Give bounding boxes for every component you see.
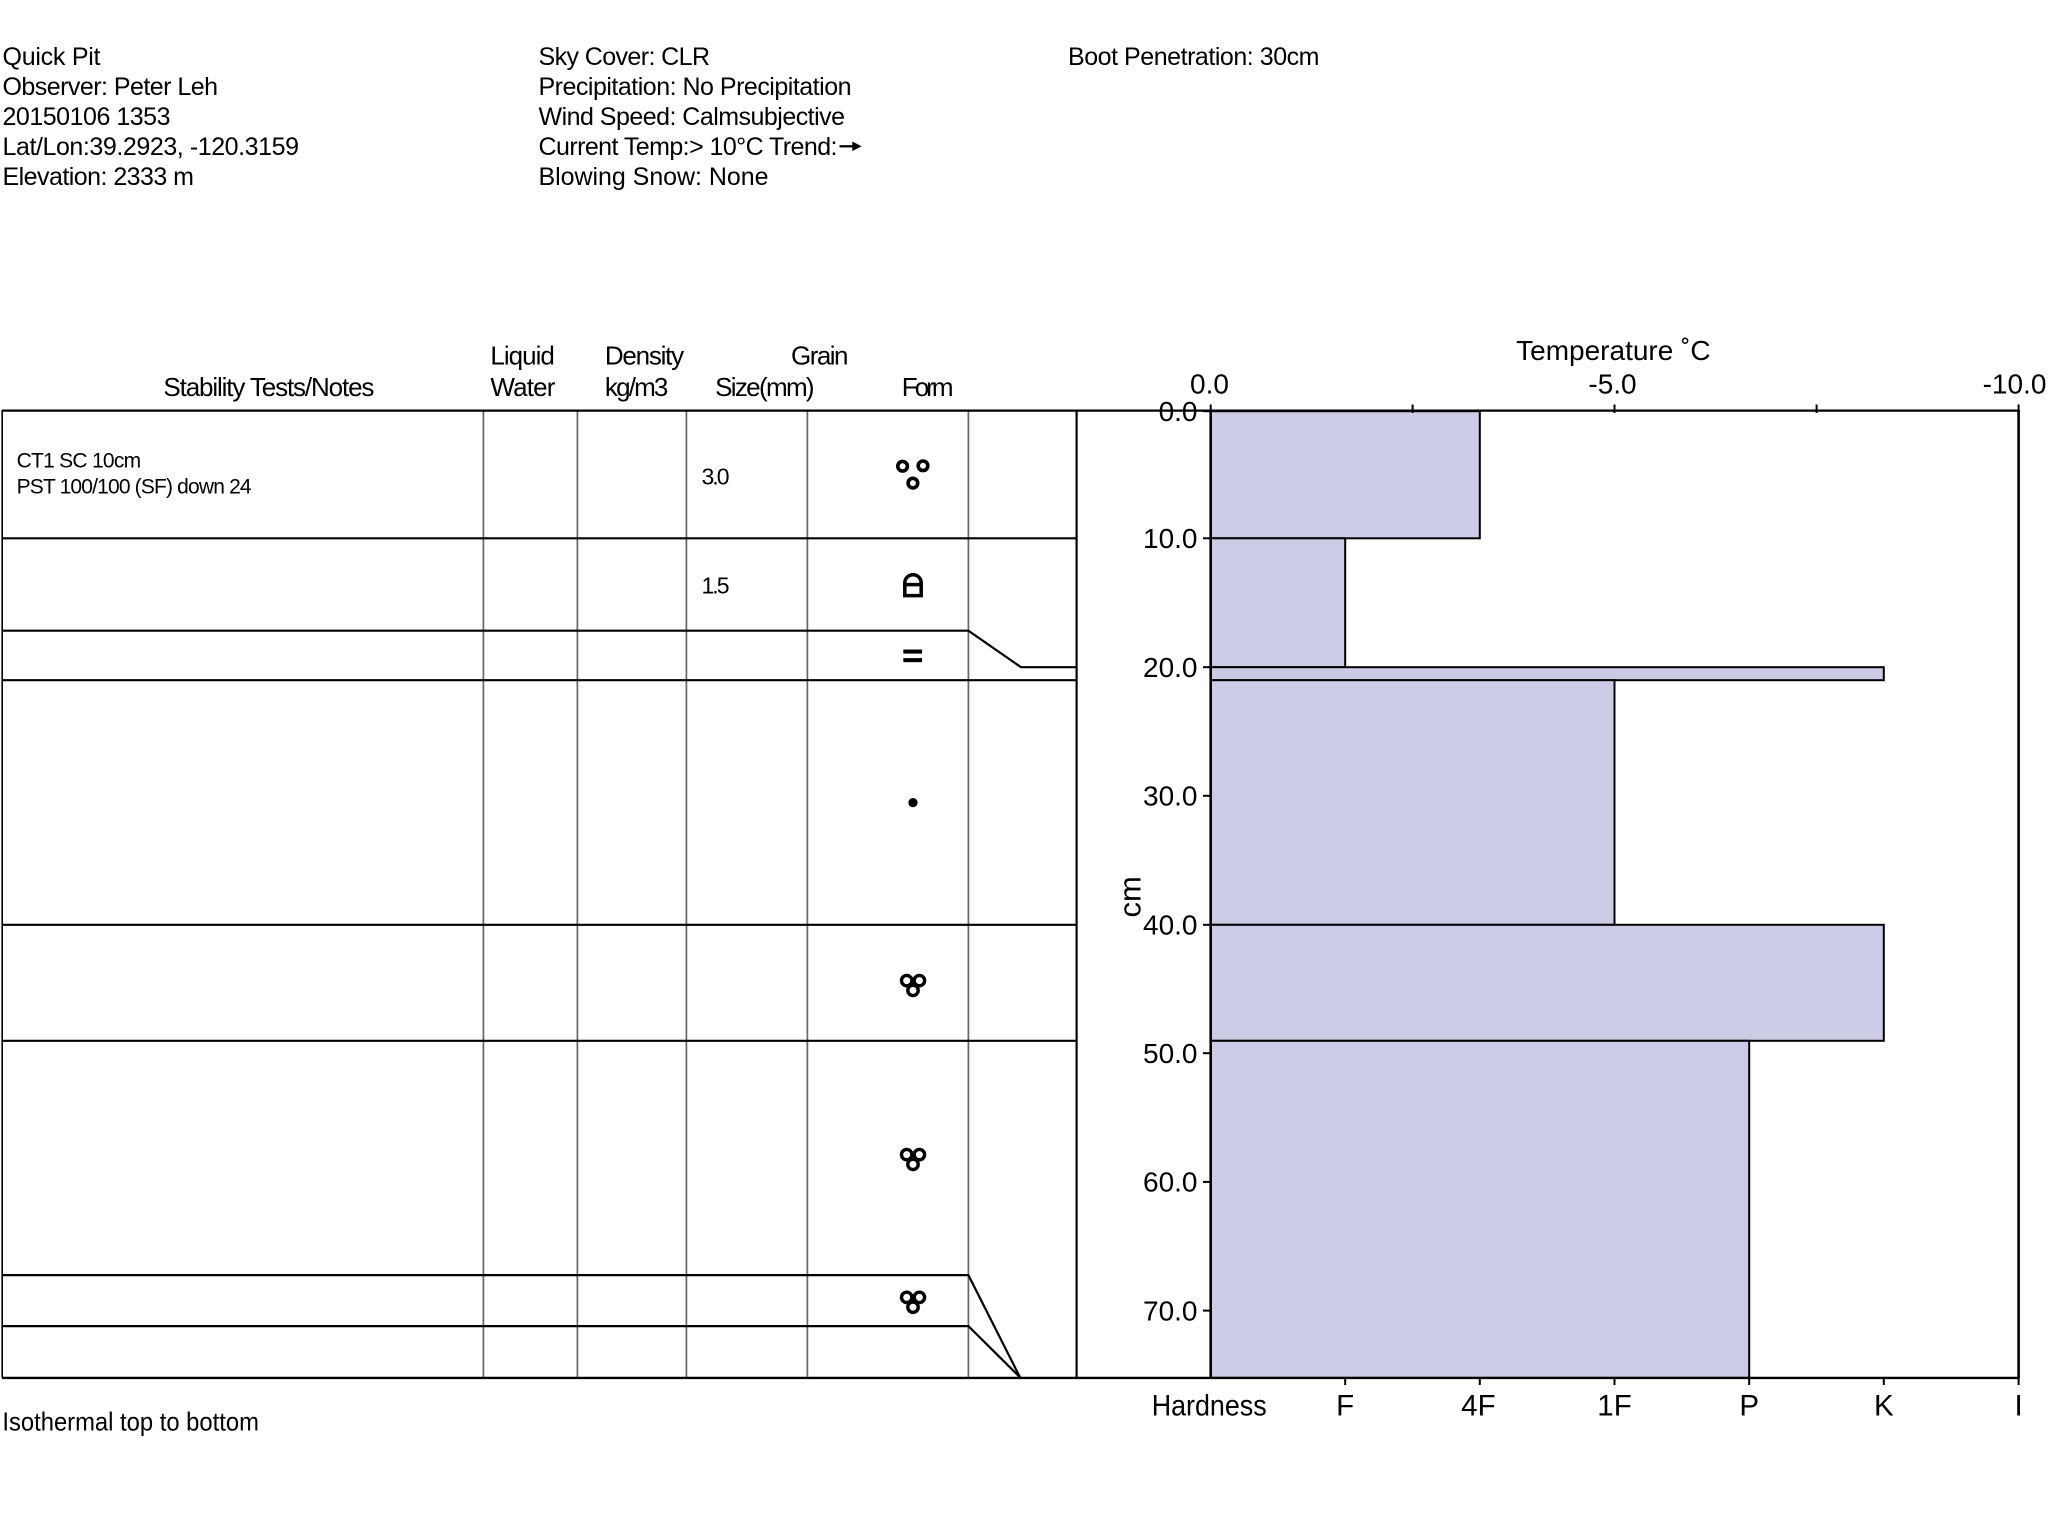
svg-text:20150106 1353: 20150106 1353 [3, 103, 171, 131]
svg-text:50.0: 50.0 [1143, 1038, 1198, 1069]
svg-text:Sky Cover: CLR: Sky Cover: CLR [539, 43, 711, 71]
svg-text:4F: 4F [1461, 1389, 1495, 1422]
svg-text:Quick Pit: Quick Pit [3, 43, 101, 71]
svg-text:Temperature ˚C: Temperature ˚C [1516, 335, 1711, 366]
svg-text:Form: Form [902, 372, 954, 402]
svg-text:Wind Speed: Calmsubjective: Wind Speed: Calmsubjective [539, 103, 846, 131]
svg-text:Liquid: Liquid [490, 341, 555, 371]
svg-text:Blowing Snow: None: Blowing Snow: None [539, 163, 769, 191]
svg-text:Grain: Grain [791, 341, 849, 371]
svg-text:Isothermal top to bottom: Isothermal top to bottom [2, 1406, 259, 1436]
svg-text:cm: cm [1113, 876, 1148, 917]
svg-text:70.0: 70.0 [1143, 1295, 1198, 1326]
svg-text:Water: Water [490, 372, 555, 402]
svg-text:Density: Density [605, 341, 684, 371]
svg-text:CT1 SC 10cm: CT1 SC 10cm [17, 449, 142, 472]
svg-text:Hardness: Hardness [1152, 1389, 1267, 1422]
svg-text:PST 100/100 (SF) down 24: PST 100/100 (SF) down 24 [17, 476, 252, 499]
svg-text:F: F [1336, 1389, 1354, 1422]
svg-text:Current Temp:> 10°C Trend:: Current Temp:> 10°C Trend: [539, 133, 838, 161]
svg-text:P: P [1739, 1389, 1759, 1422]
svg-text:60.0: 60.0 [1143, 1167, 1198, 1198]
svg-text:1F: 1F [1597, 1389, 1631, 1422]
svg-text:K: K [1874, 1389, 1894, 1422]
svg-text:-10.0: -10.0 [1983, 369, 2047, 400]
svg-text:-5.0: -5.0 [1588, 369, 1636, 400]
svg-text:Stability Tests/Notes: Stability Tests/Notes [163, 372, 374, 402]
svg-text:Lat/Lon:39.2923, -120.3159: Lat/Lon:39.2923, -120.3159 [3, 133, 300, 161]
svg-text:40.0: 40.0 [1143, 910, 1198, 941]
svg-text:3.0: 3.0 [702, 463, 730, 489]
svg-text:30.0: 30.0 [1143, 781, 1198, 812]
svg-text:0.0: 0.0 [1190, 369, 1229, 400]
svg-text:I: I [2014, 1389, 2022, 1422]
svg-text:20.0: 20.0 [1143, 652, 1198, 683]
svg-text:kg/m3: kg/m3 [605, 372, 669, 402]
svg-text:Boot Penetration: 30cm: Boot Penetration: 30cm [1068, 43, 1320, 71]
svg-text:Elevation: 2333 m: Elevation: 2333 m [3, 163, 195, 191]
svg-text:0.0: 0.0 [1159, 396, 1198, 427]
svg-text:Size(mm): Size(mm) [715, 372, 815, 402]
svg-text:1.5: 1.5 [702, 572, 730, 598]
svg-text:Precipitation: No Precipitatio: Precipitation: No Precipitation [539, 73, 852, 101]
svg-text:10.0: 10.0 [1143, 523, 1198, 554]
svg-text:Observer: Peter Leh: Observer: Peter Leh [3, 73, 219, 101]
